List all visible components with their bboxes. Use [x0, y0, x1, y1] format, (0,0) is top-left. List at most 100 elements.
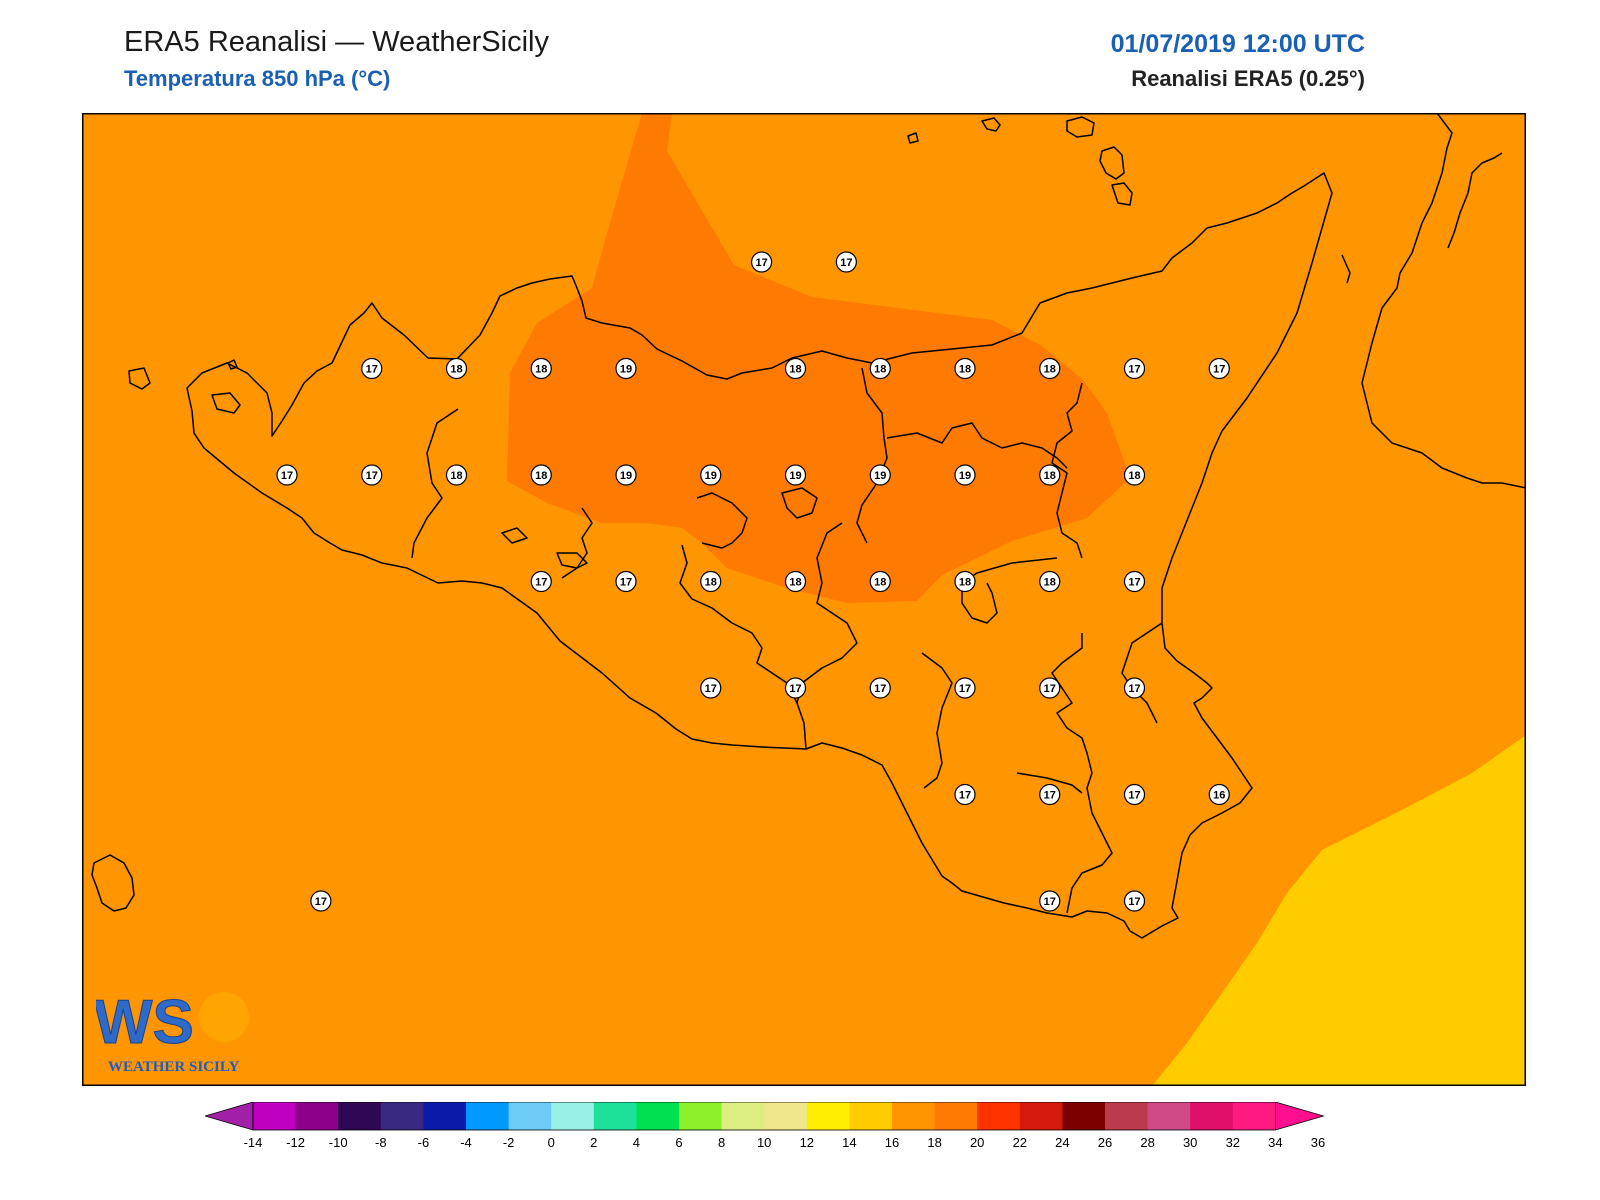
station-value: 18	[874, 364, 886, 376]
station-value: 17	[620, 577, 632, 589]
station-value: 17	[1128, 577, 1140, 589]
station-marker: 18	[445, 357, 468, 380]
egadi-island-2	[211, 392, 241, 414]
colorbar-tick-label: 4	[633, 1135, 640, 1150]
station-marker: 18	[1039, 464, 1061, 486]
station-circle	[750, 251, 773, 273]
station-circle	[445, 357, 468, 380]
egadi-island-1	[128, 367, 151, 390]
station-circle	[1039, 357, 1061, 380]
station-circle	[954, 783, 976, 806]
colorbar-tick-label: 32	[1226, 1135, 1240, 1150]
station-value: 19	[705, 470, 717, 482]
station-value: 17	[1128, 896, 1140, 908]
colorbar-tick-label: 18	[927, 1135, 941, 1150]
station-value: 19	[620, 364, 632, 376]
station-circle	[1039, 783, 1061, 806]
colorbar-swatch	[636, 1102, 680, 1130]
station-value: 17	[959, 683, 971, 695]
station-marker: 18	[530, 464, 552, 486]
station-marker: 17	[310, 890, 332, 912]
colorbar-tick-label: 16	[885, 1135, 899, 1150]
station-circle	[445, 464, 468, 486]
station-marker: 18	[869, 357, 891, 380]
colorbar-tick-label: 8	[718, 1135, 725, 1150]
station-marker: 18	[1039, 570, 1061, 593]
colorbar-swatch	[508, 1102, 552, 1130]
station-value: 17	[315, 896, 327, 908]
colorbar-swatch	[380, 1102, 424, 1130]
station-marker: 19	[615, 464, 637, 486]
station-marker: 17	[1039, 890, 1061, 912]
ws-letters: WS	[96, 988, 194, 1057]
pantelleria-coastline	[91, 854, 135, 912]
station-marker: 17	[954, 677, 976, 699]
province-border-7	[961, 557, 1058, 624]
station-circle	[530, 570, 552, 593]
station-value: 18	[450, 364, 462, 376]
station-marker: 19	[784, 464, 807, 486]
station-marker: 17	[954, 783, 976, 806]
colorbar-swatch	[423, 1102, 467, 1130]
station-circle	[1123, 570, 1146, 593]
station-marker: 19	[954, 464, 976, 486]
station-circle	[1123, 890, 1146, 912]
sicily-coastline	[186, 172, 1333, 939]
station-circle	[361, 357, 383, 380]
station-circle	[784, 464, 807, 486]
station-value: 19	[874, 470, 886, 482]
station-marker: 17	[276, 464, 298, 486]
province-border-16	[556, 552, 588, 569]
station-marker: 16	[1208, 783, 1230, 806]
station-circle	[615, 570, 637, 593]
colorbar-over-arrow	[1275, 1101, 1325, 1131]
colorbar-tick-label: 0	[548, 1135, 555, 1150]
station-circle	[1039, 890, 1061, 912]
station-value: 17	[1044, 896, 1056, 908]
station-circle	[1208, 783, 1230, 806]
station-circle	[361, 464, 383, 486]
station-circle	[1039, 570, 1061, 593]
colorbar-swatch	[721, 1102, 765, 1130]
province-border-14	[781, 487, 818, 519]
station-value: 17	[1213, 364, 1225, 376]
station-marker: 17	[1208, 357, 1230, 380]
map-source: Reanalisi ERA5 (0.25°)	[1131, 66, 1365, 91]
calabria-coastline	[1361, 113, 1526, 489]
colorbar-swatch	[338, 1102, 382, 1130]
map-border	[82, 113, 1526, 1086]
aeolian-island-2	[981, 117, 1001, 132]
station-marker: 17	[1039, 783, 1061, 806]
station-value: 18	[1128, 470, 1140, 482]
station-value: 18	[1044, 577, 1056, 589]
province-border-3	[679, 544, 807, 750]
colorbar-tick-label: 24	[1055, 1135, 1069, 1150]
station-value: 17	[874, 683, 886, 695]
station-circle	[530, 464, 552, 486]
colorbar-swatch	[466, 1102, 510, 1130]
station-circle	[530, 357, 552, 380]
station-value: 17	[1044, 683, 1056, 695]
province-border-9	[921, 652, 953, 789]
colorbar-swatch	[1105, 1102, 1149, 1130]
colorbar-tick-label: 22	[1013, 1135, 1027, 1150]
station-circle	[784, 677, 807, 699]
colorbar-swatch	[849, 1102, 893, 1130]
colorbar-swatch	[593, 1102, 637, 1130]
colorbar-labels: -14 -12 -10 -8 -6 -4 -2 0 2 4 6 8 10 12 14 16 18 20 22 24 26…	[244, 1135, 1326, 1150]
weathersicily-logo: WS WEATHER SICILY	[94, 983, 256, 1075]
station-marker: 18	[700, 570, 722, 593]
station-value: 17	[789, 683, 801, 695]
station-markers: 17 17 17 18 18 19 18 18 18 18 17 17 17 17 18 18 19 19 19 19…	[276, 251, 1230, 912]
colorbar-swatch	[295, 1102, 339, 1130]
station-circle	[869, 464, 891, 486]
field-14-16	[1152, 735, 1526, 1086]
station-circle	[1123, 783, 1146, 806]
colorbar-swatch	[977, 1102, 1021, 1130]
station-marker: 17	[1123, 570, 1146, 593]
colorbar-swatch	[1019, 1102, 1063, 1130]
station-value: 17	[1128, 683, 1140, 695]
colorbar-swatch	[1190, 1102, 1234, 1130]
station-value: 17	[1128, 790, 1140, 802]
colorbar-tick-label: 30	[1183, 1135, 1197, 1150]
